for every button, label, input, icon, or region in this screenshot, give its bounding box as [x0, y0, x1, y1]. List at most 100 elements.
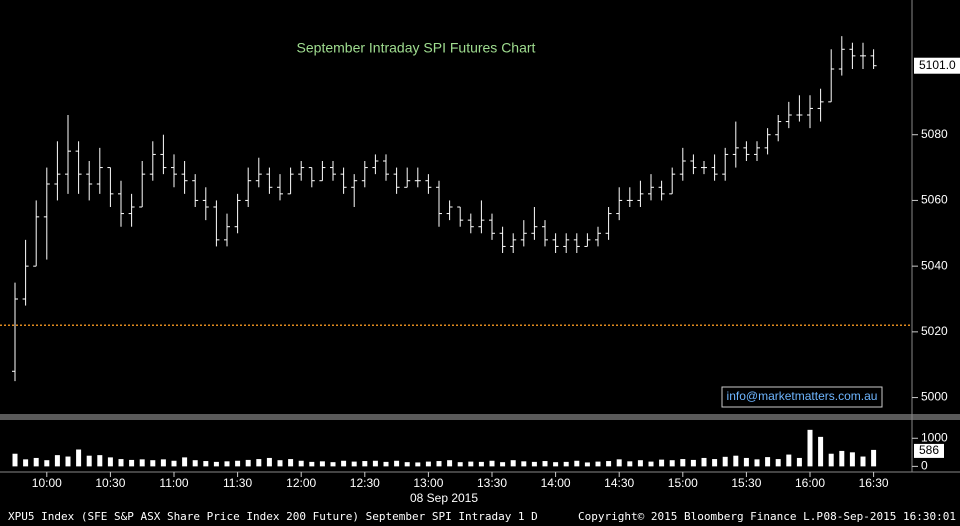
footer-copyright: Copyright© 2015 Bloomberg Finance L.P.	[578, 510, 830, 523]
volume-bar	[818, 436, 824, 467]
volume-bar	[648, 461, 654, 467]
volume-bar	[76, 449, 82, 467]
volume-bar	[743, 457, 749, 467]
volume-bar	[394, 460, 400, 467]
volume-bar	[129, 459, 135, 467]
volume-bar	[362, 461, 368, 467]
volume-bar	[553, 462, 559, 467]
volume-bar	[616, 459, 622, 467]
y-tick-label: 5060	[921, 193, 948, 207]
volume-bar	[86, 455, 92, 467]
volume-bar	[404, 462, 410, 467]
volume-bar	[447, 460, 453, 467]
volume-bar	[65, 456, 71, 467]
footer-timestamp: 08-Sep-2015 16:30:01	[824, 510, 956, 523]
volume-bar	[256, 459, 262, 467]
annotation-box	[721, 386, 883, 408]
volume-bar	[828, 453, 834, 467]
volume-bar	[786, 454, 792, 467]
volume-bar	[669, 460, 675, 467]
volume-bar	[12, 453, 18, 467]
volume-bar	[627, 461, 633, 467]
volume-bar	[659, 459, 665, 467]
volume-bar	[33, 457, 39, 467]
volume-bar	[44, 460, 50, 467]
volume-bar	[150, 460, 156, 467]
volume-bar	[754, 459, 760, 467]
volume-bar	[542, 461, 548, 467]
volume-bar	[680, 459, 686, 467]
volume-bar	[722, 456, 728, 467]
volume-bar	[139, 459, 145, 467]
volume-bar	[245, 459, 251, 467]
volume-bar	[341, 460, 347, 467]
x-tick-label: 10:00	[32, 476, 62, 490]
volume-bar	[277, 460, 283, 467]
volume-bar	[425, 461, 431, 467]
volume-bar	[288, 459, 294, 467]
volume-bar	[860, 456, 866, 467]
volume-bar	[637, 460, 643, 467]
volume-bar	[595, 461, 601, 467]
volume-bar	[436, 461, 442, 467]
volume-bar	[171, 460, 177, 467]
x-tick-label: 11:30	[223, 476, 252, 490]
last-volume-box	[914, 443, 944, 458]
x-tick-label: 12:30	[350, 476, 380, 490]
last-price-box	[914, 57, 960, 74]
y-tick-label: 0	[921, 459, 928, 473]
volume-bar	[203, 461, 209, 467]
volume-bar	[457, 462, 463, 467]
volume-bar	[478, 461, 484, 467]
volume-bar	[563, 461, 569, 467]
panel-separator	[0, 414, 960, 420]
volume-bar	[489, 460, 495, 467]
volume-bar	[224, 461, 230, 467]
volume-bar	[871, 449, 877, 467]
x-tick-label: 13:30	[477, 476, 507, 490]
y-tick-label: 5000	[921, 390, 948, 404]
volume-bar	[372, 460, 378, 467]
x-tick-label: 10:30	[95, 476, 125, 490]
volume-bar	[118, 459, 124, 467]
volume-bar	[584, 462, 590, 467]
volume-bar	[319, 461, 325, 467]
volume-bar	[733, 455, 739, 467]
volume-bar	[97, 455, 103, 467]
volume-bar	[330, 462, 336, 467]
volume-bar	[309, 461, 315, 467]
volume-bar	[574, 460, 580, 467]
last-price-label: 5101.0	[919, 58, 956, 72]
volume-bar	[531, 461, 537, 467]
volume-bar	[266, 457, 272, 467]
x-tick-label: 14:30	[604, 476, 634, 490]
volume-bar	[775, 459, 781, 467]
volume-bar	[192, 460, 198, 467]
y-tick-label: 1000	[921, 430, 948, 444]
volume-bar	[23, 459, 29, 467]
x-tick-label: 15:30	[731, 476, 761, 490]
volume-bar	[807, 429, 813, 467]
volume-bar	[796, 457, 802, 467]
y-tick-label: 5040	[921, 258, 948, 272]
x-tick-label: 16:00	[795, 476, 825, 490]
volume-bar	[510, 460, 516, 467]
y-tick-label: 5020	[921, 324, 948, 338]
volume-bar	[351, 461, 357, 467]
volume-bar	[521, 461, 527, 467]
volume-bar	[468, 461, 474, 467]
x-tick-label: 11:00	[159, 476, 188, 490]
footer-left: XPU5 Index (SFE S&P ASX Share Price Inde…	[8, 510, 538, 523]
x-axis-label: 08 Sep 2015	[410, 491, 478, 505]
volume-bar	[182, 457, 188, 467]
volume-bar	[500, 462, 506, 467]
x-tick-label: 13:00	[413, 476, 443, 490]
volume-bar	[213, 461, 219, 467]
volume-bar	[701, 457, 707, 467]
volume-bar	[415, 462, 421, 467]
last-volume-label: 586	[919, 443, 939, 457]
volume-bar	[383, 461, 389, 467]
